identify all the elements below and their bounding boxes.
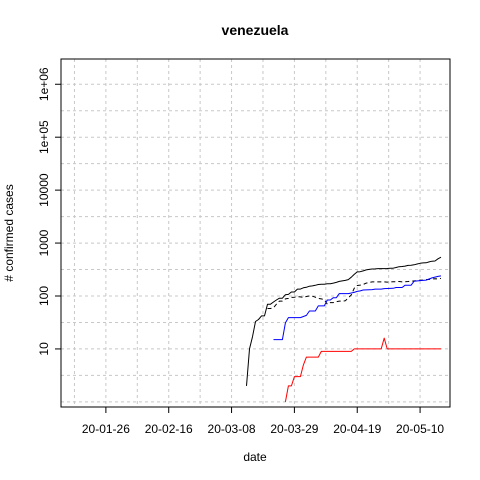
x-axis-title: date <box>243 450 267 464</box>
y-axis-title: # confirmed cases <box>2 184 16 281</box>
x-tick-label: 20-01-26 <box>82 422 130 436</box>
chart-title: venezuela <box>222 22 289 38</box>
y-tick-label: 100 <box>37 286 51 306</box>
y-tick-label: 1e+06 <box>37 67 51 101</box>
series-line-4 <box>284 337 441 402</box>
x-tick-label: 20-02-16 <box>145 422 193 436</box>
series-line-3 <box>273 275 442 341</box>
y-tick-label: 10000 <box>37 173 51 207</box>
series-layer <box>246 256 442 402</box>
x-tick-label: 20-03-08 <box>208 422 256 436</box>
axes: 20-01-26 20-02-16 20-03-08 20-03-29 20-04-19… <box>37 58 451 436</box>
y-tick-label: 1000 <box>37 229 51 256</box>
plot-frame <box>60 58 451 408</box>
x-tick-label: 20-04-19 <box>333 422 381 436</box>
series-line-1 <box>246 256 442 386</box>
y-tick-label: 10 <box>37 342 51 356</box>
grid <box>61 59 450 407</box>
x-tick-label: 20-05-10 <box>396 422 444 436</box>
x-tick-label: 20-03-29 <box>270 422 318 436</box>
y-tick-label: 1e+05 <box>37 120 51 154</box>
series-line-2 <box>267 277 442 309</box>
